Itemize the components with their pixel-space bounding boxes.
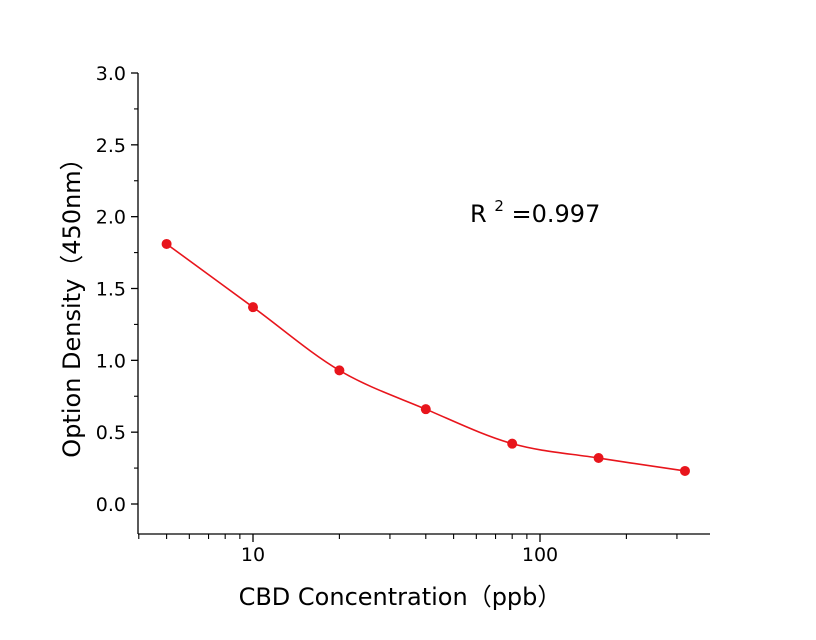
- data-point: [679, 465, 690, 476]
- y-tick-label: 0.5: [96, 422, 126, 444]
- r-squared-value: =0.997: [512, 200, 601, 228]
- y-tick-label: 1.5: [96, 279, 126, 301]
- data-point: [420, 404, 431, 415]
- y-tick-label: 1.0: [96, 350, 126, 372]
- y-tick-label: 2.5: [96, 135, 126, 157]
- y-tick-label: 2.0: [96, 207, 126, 229]
- x-axis-ticks: 10 100: [138, 534, 678, 566]
- data-points: [161, 238, 690, 476]
- r-squared-annotation: R 2 =0.997: [470, 189, 600, 228]
- data-point: [334, 365, 345, 376]
- r-squared-superscript: 2: [494, 197, 504, 215]
- y-axis-ticks: 0.0 0.5 1.0 1.5 2.0 2.5 3.0: [96, 63, 138, 516]
- data-point: [161, 238, 172, 249]
- x-tick-label: 10: [241, 544, 265, 566]
- fit-curve: [166, 243, 686, 472]
- data-point: [507, 438, 518, 449]
- data-point: [593, 453, 604, 464]
- y-axis-title: Option Density（450nm）: [58, 146, 86, 457]
- r-squared-base: R: [470, 200, 487, 228]
- x-axis-title: CBD Concentration（ppb）: [239, 583, 562, 611]
- data-point: [248, 302, 258, 313]
- y-tick-label: 3.0: [96, 63, 126, 85]
- x-tick-label: 100: [522, 544, 558, 566]
- y-tick-label: 0.0: [96, 494, 126, 516]
- axes: [137, 73, 710, 535]
